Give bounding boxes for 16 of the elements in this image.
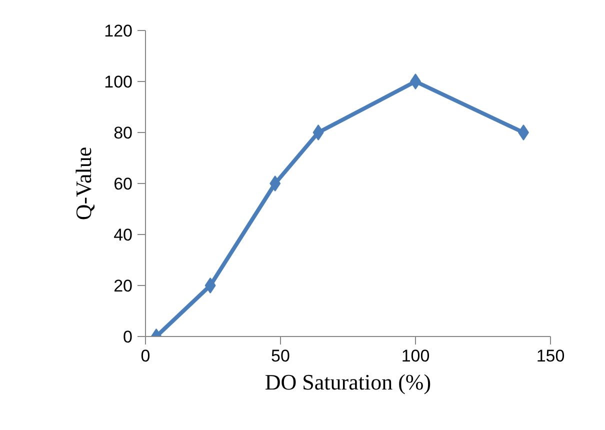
y-tick-label: 20 [114,276,133,296]
y-tick-label: 60 [114,174,133,194]
point [270,176,281,192]
y-tick-label: 120 [104,22,133,40]
x-tick-label: 150 [536,346,565,366]
y-tick-label: 80 [114,124,133,142]
y-axis-title: Q-Value [71,146,96,220]
x-tick-label: 100 [401,346,430,366]
y-tick-label: 40 [114,226,133,244]
point [204,278,216,294]
point [312,124,324,140]
x-tick-label: 50 [271,346,290,366]
x-axis-title: DO Saturation (%) [264,370,432,394]
y-tick-label: 100 [104,72,133,92]
y-tick-label: 0 [123,328,133,346]
x-tick-label: 0 [140,346,150,366]
